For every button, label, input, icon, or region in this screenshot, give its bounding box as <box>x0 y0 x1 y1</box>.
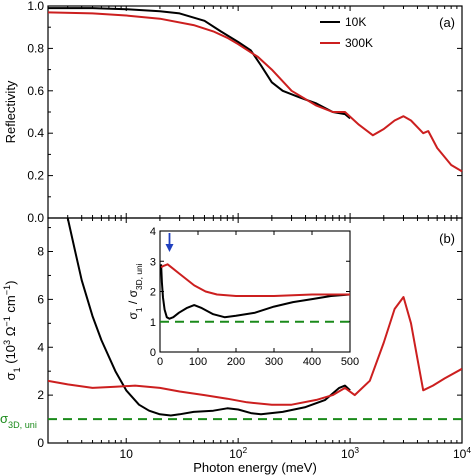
y-tick-label: 0.6 <box>27 84 44 98</box>
inset-y-axis-label: σ1 / σ3D, uni <box>126 263 144 319</box>
y-tick-label: 4 <box>37 340 44 354</box>
legend-label: 10K <box>345 15 366 29</box>
panel-b-series <box>48 218 462 417</box>
x-tick-label: 103 <box>341 445 359 461</box>
y-tick-label: 0 <box>37 436 44 450</box>
x-tick-label: 10 <box>120 447 134 461</box>
series-300k-line <box>48 296 462 406</box>
series-10k-line <box>66 218 351 417</box>
inset-x-tick-label: 200 <box>227 356 245 368</box>
series-10k-line <box>48 7 351 120</box>
legend-label: 300K <box>345 36 373 50</box>
inset-x-tick-label: 500 <box>341 356 359 368</box>
y-tick-label: 6 <box>37 292 44 306</box>
y-axis-label: σ1 (103 Ω−1 cm−1) <box>2 281 22 381</box>
legend: 10K 300K <box>320 15 373 50</box>
inset-series-10k-line <box>160 264 351 320</box>
y-tick-label: 0.0 <box>27 211 44 225</box>
series-300k-line <box>47 11 463 173</box>
inset-series-300k-line <box>160 263 350 297</box>
reference-label: σ3D, uni <box>0 411 37 430</box>
y-tick-label: 8 <box>37 245 44 259</box>
x-axis-label: Photon energy (meV) <box>193 460 317 475</box>
y-tick-label: 2 <box>37 388 44 402</box>
inset-frame <box>159 230 351 353</box>
inset-y-tick-label: 3 <box>150 256 156 268</box>
panel-a-frame <box>47 5 463 219</box>
inset-y-tick-label: 4 <box>150 226 156 238</box>
x-tick-label: 102 <box>229 445 247 461</box>
y-tick-label: 1.0 <box>27 0 44 13</box>
y-axis-label: Reflectivity <box>3 80 18 143</box>
y-tick-label: 0.2 <box>27 169 44 183</box>
panel-b-frame <box>47 217 463 444</box>
x-tick-label: 104 <box>453 445 471 461</box>
panel-label: (a) <box>439 15 455 30</box>
panel-label: (b) <box>439 231 455 246</box>
inset-plot: 0 100 200 300 400 500 0 1 2 3 4 σ1 / σ3D, uni <box>126 226 359 368</box>
inset-x-tick-label: 100 <box>189 356 207 368</box>
arrow-head-icon <box>165 244 174 252</box>
panel-a-plot: 0.0 0.2 0.4 0.6 0.8 1.0 (a) 10K 300K Reflectivity <box>3 0 463 225</box>
y-tick-label: 0.8 <box>27 41 44 55</box>
inset-x-tick-label: 300 <box>265 356 283 368</box>
inset-y-tick-label: 2 <box>150 287 156 299</box>
inset-y-tick-label: 0 <box>150 347 156 359</box>
y-tick-label: 0.4 <box>27 126 44 140</box>
inset-x-tick-label: 0 <box>157 356 163 368</box>
inset-x-tick-label: 400 <box>303 356 321 368</box>
inset-y-tick-label: 1 <box>150 317 156 329</box>
